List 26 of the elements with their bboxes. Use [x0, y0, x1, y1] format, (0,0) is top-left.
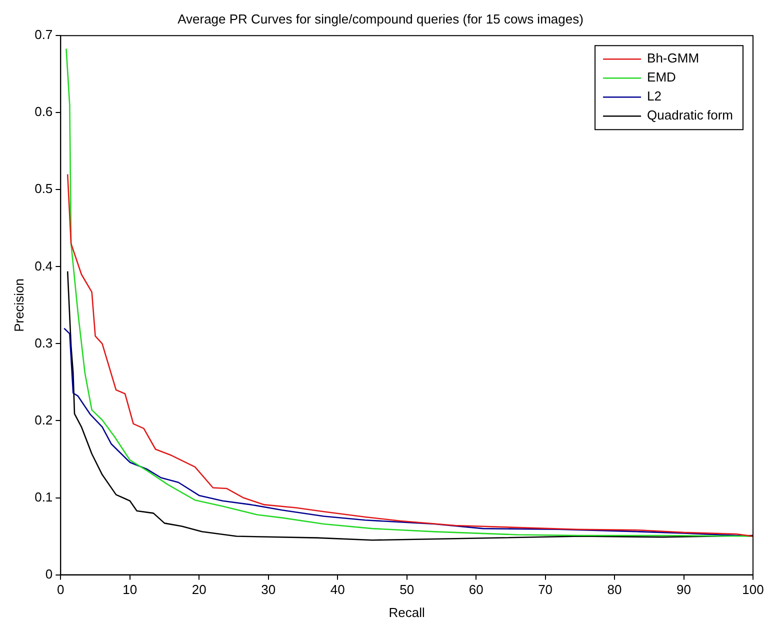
legend-label: Bh-GMM	[647, 50, 700, 66]
y-tick-label: 0.5	[34, 181, 53, 196]
x-tick-label: 60	[468, 582, 484, 598]
x-tick-label: 30	[261, 582, 276, 598]
x-tick-label: 40	[330, 582, 345, 598]
legend-label: EMD	[647, 70, 676, 85]
y-tick-label: 0.6	[34, 104, 53, 120]
x-tick-label: 80	[607, 582, 622, 598]
x-tick-label: 70	[538, 582, 553, 598]
x-tick-label: 20	[192, 582, 206, 598]
x-tick-label: 100	[742, 582, 764, 598]
x-tick-label: 0	[57, 582, 64, 598]
y-tick-label: 0.4	[34, 258, 53, 274]
legend-label: Quadratic form	[647, 108, 734, 123]
x-tick-label: 10	[122, 582, 138, 598]
y-tick-label: 0.1	[34, 489, 53, 504]
legend-label: L2	[647, 88, 662, 104]
y-tick-label: 0.2	[34, 412, 53, 428]
x-tick-label: 90	[676, 582, 691, 598]
y-tick-label: 0.3	[34, 335, 53, 350]
chart-title: Average PR Curves for single/compound queries (for 15 cows images)	[178, 11, 584, 26]
y-tick-label: 0.7	[34, 27, 53, 42]
y-tick-label: 0	[45, 566, 53, 582]
x-axis-title: Recall	[388, 604, 426, 620]
y-axis-title: Precision	[11, 278, 26, 332]
x-tick-label: 50	[400, 582, 414, 598]
